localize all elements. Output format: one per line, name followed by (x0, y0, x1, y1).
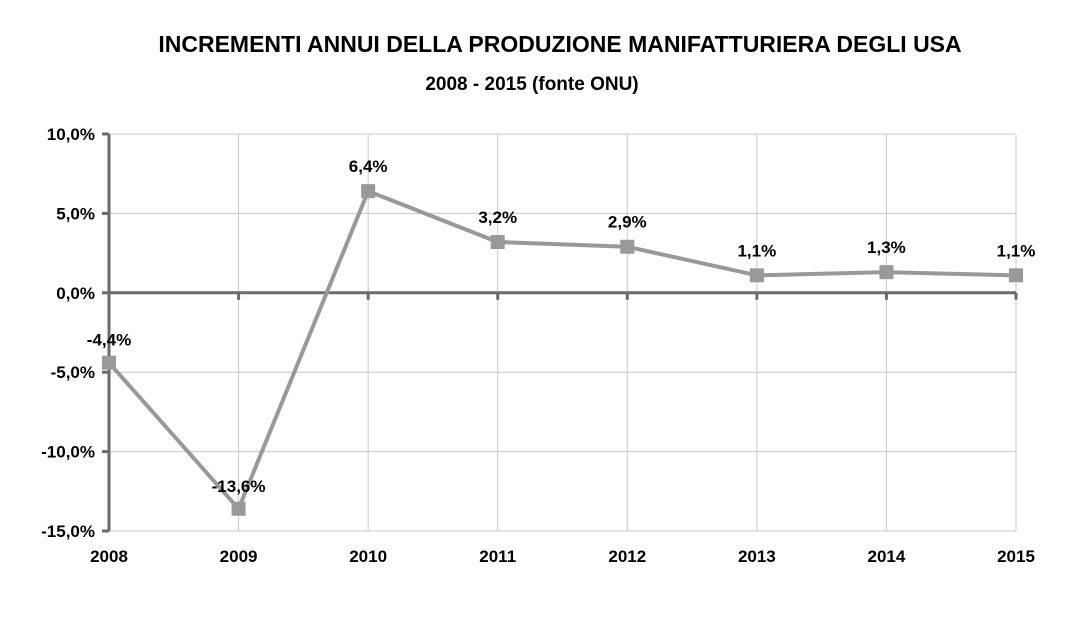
y-tick-label: -5,0% (51, 363, 95, 382)
data-label: 6,4% (349, 157, 388, 176)
data-point-marker (879, 265, 894, 280)
data-point-marker (231, 501, 246, 516)
data-label: 1,3% (867, 238, 906, 257)
data-label: 2,9% (608, 213, 647, 232)
data-label: 1,1% (737, 241, 776, 260)
data-point-marker (1009, 268, 1023, 283)
series-layer (102, 184, 1023, 516)
x-tick-label: 2009 (220, 547, 258, 566)
grid-layer (109, 133, 1017, 532)
y-tick-label: 10,0% (47, 125, 95, 144)
data-point-marker (749, 268, 764, 283)
axis-layer (102, 132, 1018, 533)
y-tick-label: 5,0% (56, 204, 95, 223)
data-point-marker (102, 355, 116, 370)
data-label: 1,1% (997, 241, 1036, 260)
series-line (107, 189, 1017, 511)
x-tick-label: 2012 (608, 547, 646, 566)
data-point-marker (490, 234, 505, 249)
y-tick-label: 0,0% (56, 284, 95, 303)
label-layer: 10,0% 5,0% 0,0% -5,0% -10,0% -15,0% 2008 2009 20… (41, 125, 1035, 566)
data-label: 3,2% (478, 208, 517, 227)
x-tick-label: 2013 (738, 547, 776, 566)
data-label: -13,6% (212, 477, 266, 496)
x-tick-label: 2010 (349, 547, 387, 566)
chart-subtitle: 2008 - 2015 (fonte ONU) (425, 74, 638, 95)
chart-title: INCREMENTI ANNUI DELLA PRODUZIONE MANIFA… (158, 31, 961, 57)
x-tick-label: 2014 (868, 547, 906, 566)
data-label: -4,4% (87, 331, 131, 350)
y-tick-label: -10,0% (41, 443, 95, 462)
x-tick-label: 2011 (479, 547, 516, 566)
x-tick-label: 2008 (90, 547, 128, 566)
data-point-marker (620, 239, 635, 254)
x-tick-label: 2015 (997, 547, 1035, 566)
data-point-marker (361, 184, 376, 199)
y-tick-label: -15,0% (41, 522, 95, 541)
